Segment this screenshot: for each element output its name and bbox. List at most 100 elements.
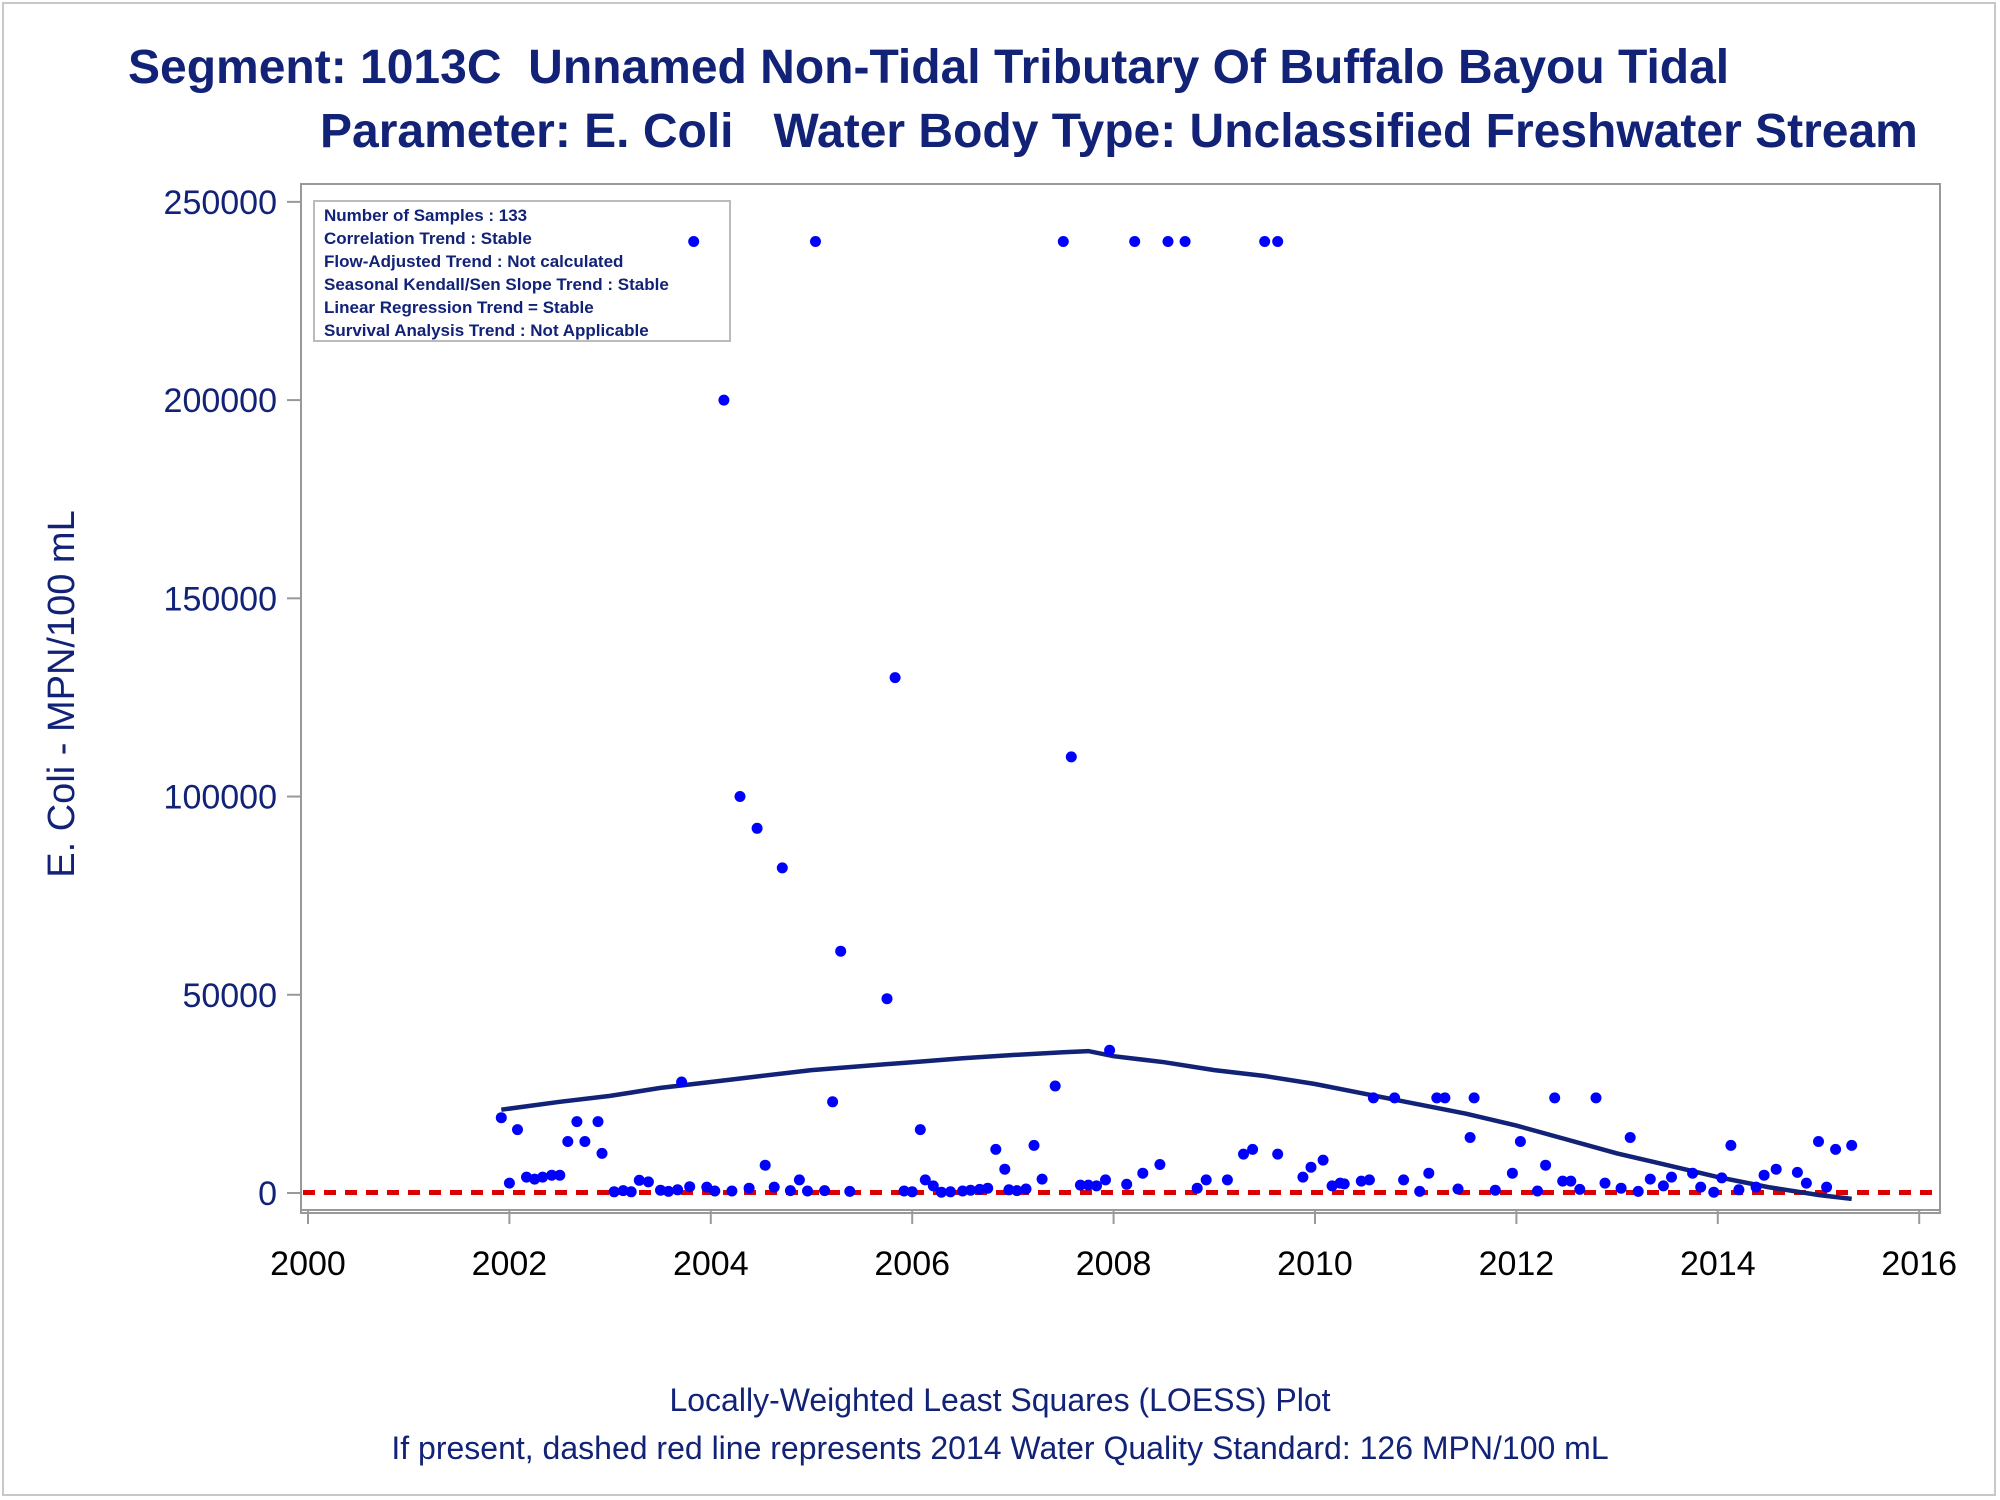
data-point [784,1185,796,1197]
data-point [1272,1148,1284,1160]
data-point [990,1143,1002,1155]
data-point [1657,1180,1669,1192]
data-point [592,1116,604,1128]
chart-title-line-1: Segment: 1013C Unnamed Non-Tidal Tributa… [128,41,1730,94]
data-point [835,945,847,957]
data-point [1590,1092,1602,1104]
data-point [751,822,763,834]
y-tick-label: 100000 [164,779,277,817]
data-point [793,1174,805,1186]
data-point [571,1116,583,1128]
data-point [633,1174,645,1186]
data-point [1725,1139,1737,1151]
stats-line: Correlation Trend : Stable [324,229,532,248]
data-point [1057,236,1069,247]
data-point [1414,1185,1426,1197]
data-point [676,1076,688,1088]
data-point [1338,1178,1350,1190]
stats-legend-box: Number of Samples : 133 Correlation Trend… [313,200,731,342]
data-point [914,1124,926,1136]
y-tick-label: 250000 [164,184,277,222]
data-point [1049,1080,1061,1092]
data-point [1259,236,1271,247]
data-point [743,1182,755,1194]
data-point [889,672,901,684]
data-point [1624,1132,1636,1143]
stats-box-border [313,200,731,342]
stats-line: Seasonal Kendall/Sen Slope Trend : Stabl… [324,275,669,294]
x-tick-label: 2006 [874,1245,950,1283]
data-point [1221,1174,1233,1186]
data-point [1489,1184,1501,1196]
data-point [546,1169,558,1181]
data-point [776,862,788,874]
data-point [726,1185,738,1197]
data-point [579,1136,591,1147]
data-point [768,1181,780,1193]
data-point [1708,1186,1720,1198]
data-point [906,1186,918,1198]
x-tick-label: 2012 [1479,1245,1555,1283]
x-tick-label: 2000 [270,1245,346,1283]
data-point [957,1185,969,1197]
data-point [844,1185,856,1197]
data-point [512,1124,523,1136]
data-point [965,1184,977,1196]
data-point [1200,1174,1212,1186]
data-point [1129,236,1141,247]
data-point [1431,1092,1443,1104]
data-point [1036,1173,1048,1185]
data-point [1565,1175,1577,1187]
data-point [919,1174,931,1186]
data-point [1439,1092,1451,1104]
stats-line: Survival Analysis Trend : Not Applicable [324,321,649,340]
stats-line: Flow-Adjusted Trend : Not calculated [324,252,623,271]
data-point [688,236,700,247]
x-tick-label: 2014 [1680,1245,1756,1283]
data-point [562,1136,574,1147]
data-point [1121,1178,1133,1190]
x-tick-label: 2002 [472,1245,548,1283]
data-point [1065,751,1077,763]
data-point [1452,1183,1464,1195]
data-point [1695,1181,1707,1193]
data-point [503,1177,515,1189]
data-point [1506,1167,1518,1179]
data-point [642,1176,654,1188]
data-point [1082,1179,1094,1191]
data-point [1247,1143,1259,1155]
data-point [1532,1185,1543,1197]
data-point [672,1184,684,1196]
plot-area-border [300,183,1941,1214]
data-point [1100,1174,1111,1186]
data-point [1367,1092,1379,1104]
loess-curve [500,1048,1852,1202]
data-point [734,791,746,802]
data-point [1179,236,1191,247]
data-point [1363,1174,1375,1186]
data-point [709,1185,721,1197]
footnote-method: Locally-Weighted Least Squares (LOESS) P… [669,1382,1331,1418]
data-point [1011,1185,1023,1197]
stats-line: Number of Samples : 133 [324,206,527,225]
data-point [927,1180,939,1192]
data-point [1003,1184,1015,1196]
data-point [1297,1171,1309,1183]
data-point [1687,1167,1699,1179]
data-point [1830,1143,1842,1155]
data-point [1020,1183,1032,1195]
data-point [1423,1167,1435,1179]
data-point [537,1171,549,1183]
data-point [1305,1161,1317,1173]
data-point [1846,1139,1858,1151]
data-point [881,993,893,1005]
data-point [1028,1139,1040,1151]
data-point [663,1185,674,1197]
data-point [1791,1166,1803,1178]
data-point [1632,1185,1644,1197]
data-point [1514,1136,1526,1147]
data-point [945,1186,956,1198]
data-point [1464,1132,1476,1143]
data-point [1468,1092,1480,1104]
